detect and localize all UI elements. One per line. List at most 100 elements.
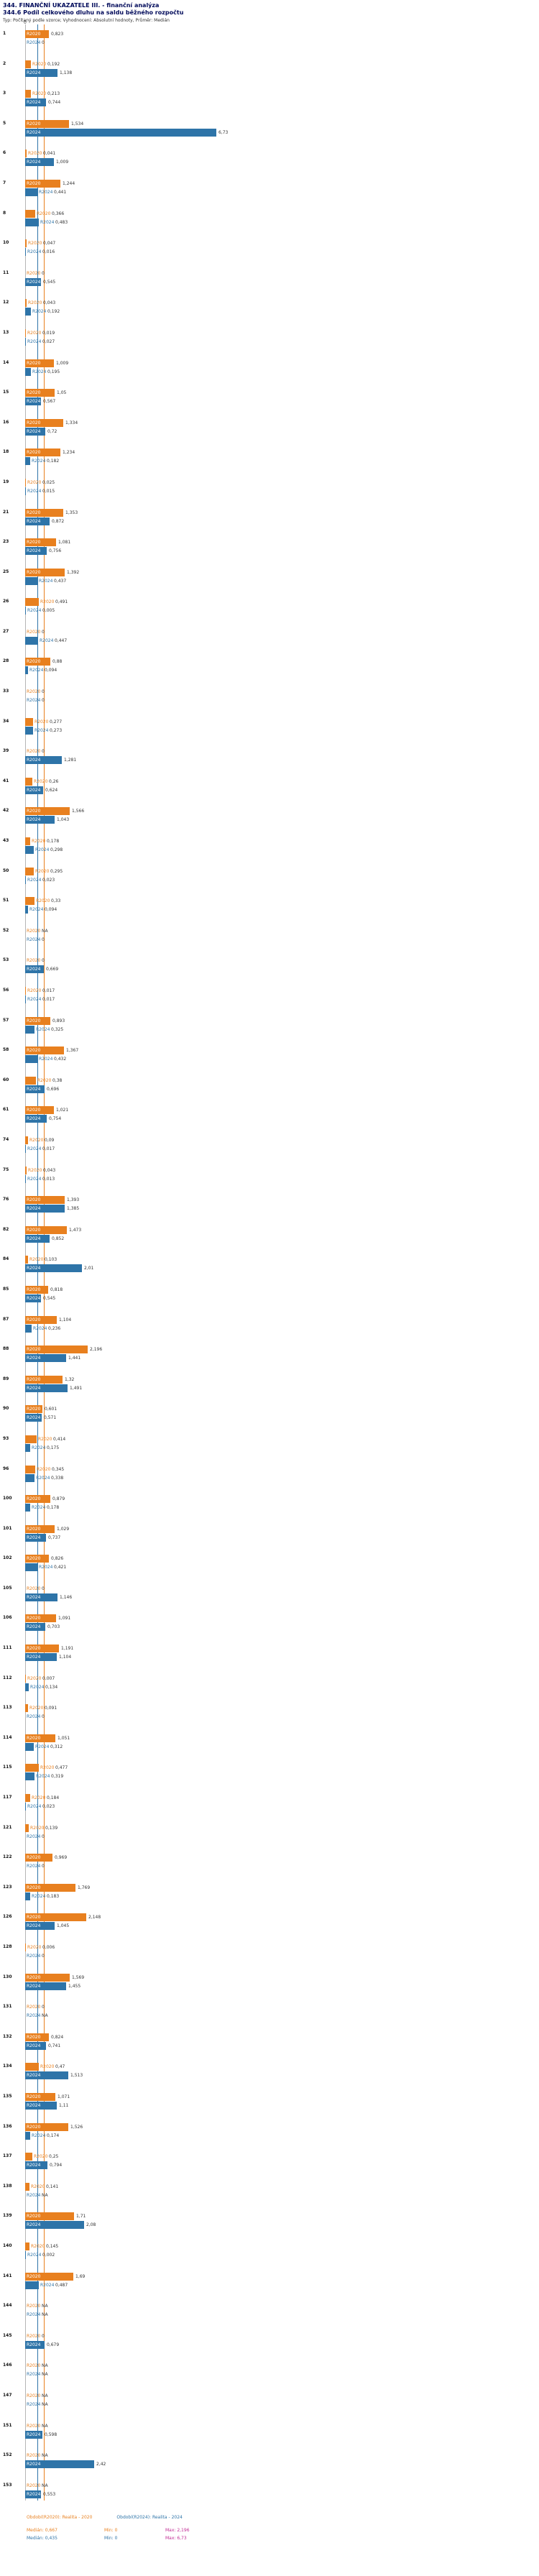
bar-value: 1,234 <box>63 450 75 456</box>
row-number: 39 <box>3 748 9 754</box>
series-label: R2020 <box>27 2483 41 2488</box>
bar-value: 0,007 <box>42 1675 55 1681</box>
series-label: R2020 <box>27 1227 41 1233</box>
r2024-bar <box>25 1144 26 1153</box>
r2020-bar <box>25 478 26 487</box>
series-label: R2020 <box>32 61 47 67</box>
bar-value: 0,295 <box>50 868 63 874</box>
bar-value: 1,566 <box>72 809 85 814</box>
row-number: 43 <box>3 838 9 844</box>
bar-value: 0,366 <box>52 211 65 216</box>
chart-row: 87 R2020 1,104 R2024 0,236 <box>0 1315 539 1333</box>
row-number: 85 <box>3 1286 9 1292</box>
series-label: R2020 <box>27 1735 41 1741</box>
row-number: 61 <box>3 1107 9 1113</box>
series-label: R2024 <box>27 428 41 434</box>
series-label: R2024 <box>27 997 42 1002</box>
bar-line-r2020: R2020 0,178 <box>25 837 539 846</box>
bar-value: 0,696 <box>47 1086 60 1092</box>
bar-value: 1,045 <box>57 1923 70 1929</box>
chart-row: 76 R2020 1,393 R2024 1,385 <box>0 1196 539 1213</box>
stat-min-r2024: Min: 0 <box>104 2536 118 2541</box>
bar-line-r2024: R2024 0 <box>25 696 539 705</box>
series-label: R2024 <box>40 2282 55 2288</box>
chart-row: 88 R2020 2,196 R2024 1,441 <box>0 1346 539 1363</box>
r2024-bar <box>25 128 216 137</box>
bar-value: 0,043 <box>43 1167 56 1173</box>
r2020-bar <box>25 867 34 875</box>
bar-line-r2024: R2024 0,437 <box>25 576 539 586</box>
bar-line-r2020: R2020 NA <box>25 2482 539 2490</box>
row-number: 42 <box>3 808 9 814</box>
series-label: R2024 <box>27 1834 41 1839</box>
r2024-bar <box>25 756 62 765</box>
chart-rows: 1 R2020 0,823 R2024 0 2 R2020 0,192 R2024 1,138 3 R… <box>0 30 539 2499</box>
stat-median-r2020: Medián: 0,667 <box>27 2528 57 2533</box>
r2020-bar <box>25 1495 50 1504</box>
series-label: R2020 <box>30 1825 45 1831</box>
bar-line-r2024: R2024 0,756 <box>25 547 539 556</box>
r2020-bar <box>25 1016 50 1025</box>
bar-value: 0,491 <box>55 599 68 605</box>
row-number: 100 <box>3 1496 12 1501</box>
bar-line-r2020: R2020 0,824 <box>25 2033 539 2042</box>
bar-value: 1,491 <box>70 1385 83 1391</box>
bar-line-r2020: R2020 1,71 <box>25 2212 539 2221</box>
bar-value: 0 <box>42 2005 45 2010</box>
r2020-bar <box>25 1196 65 1205</box>
chart-row: 93 R2020 0,414 R2024 0,175 <box>0 1435 539 1453</box>
bar-line-r2020: R2020 0,969 <box>25 1854 539 1862</box>
series-label: R2024 <box>32 1505 46 1511</box>
bar-line-r2024: R2024 0,598 <box>25 2430 539 2439</box>
series-label: R2020 <box>27 2124 41 2130</box>
bar-value: 1,091 <box>58 1616 71 1622</box>
bar-value: NA <box>42 2013 48 2019</box>
r2020-bar <box>25 209 35 218</box>
bar-line-r2024: R2024 1,441 <box>25 1354 539 1363</box>
r2020-bar <box>25 1346 88 1354</box>
bar-value: 0,041 <box>43 151 56 157</box>
chart-row: 34 R2020 0,277 R2024 0,273 <box>0 717 539 735</box>
row-number: 51 <box>3 898 9 903</box>
bar-value: 0,88 <box>52 659 63 665</box>
chart-row: 106 R2020 1,091 R2024 0,703 <box>0 1614 539 1632</box>
row-number: 21 <box>3 509 9 515</box>
bar-line-r2020: R2020 0,019 <box>25 328 539 338</box>
series-label: R2020 <box>27 2214 41 2220</box>
series-label: R2020 <box>40 1765 55 1771</box>
bar-value: 0,134 <box>45 1684 58 1690</box>
bar-line-r2020: R2020 1,051 <box>25 1734 539 1743</box>
series-label: R2024 <box>27 1086 41 1092</box>
series-label: R2020 <box>27 1646 41 1652</box>
bar-value: 1,367 <box>66 1048 79 1054</box>
r2024-bar <box>25 1772 34 1781</box>
series-label: R2024 <box>27 2432 41 2437</box>
series-label: R2020 <box>32 839 46 845</box>
r2020-bar <box>25 658 50 666</box>
bar-line-r2020: R2020 NA <box>25 2392 539 2401</box>
r2020-bar <box>25 1405 42 1414</box>
series-label: R2024 <box>32 309 47 315</box>
r2020-bar <box>25 1256 28 1264</box>
chart-row: 61 R2020 1,021 R2024 0,754 <box>0 1106 539 1123</box>
chart-row: 146 R2020 NA R2024 NA <box>0 2362 539 2379</box>
chart-row: 11 R2020 0 R2024 0,545 <box>0 270 539 287</box>
bar-value: NA <box>42 2304 48 2309</box>
series-label: R2024 <box>27 2192 41 2198</box>
chart-row: 145 R2020 0 R2024 0,679 <box>0 2332 539 2350</box>
chart-row: 52 R2020 NA R2024 0 <box>0 927 539 944</box>
chart-row: 18 R2020 1,234 R2024 0,182 <box>0 448 539 466</box>
bar-line-r2020: R2020 0,823 <box>25 30 539 39</box>
series-label: R2020 <box>27 2273 41 2279</box>
r2024-bar <box>25 277 41 286</box>
series-label: R2020 <box>27 629 41 635</box>
bar-value: 1,534 <box>71 121 84 126</box>
series-label: R2024 <box>27 100 41 106</box>
bar-line-r2024: R2024 NA <box>25 2401 539 2409</box>
chart-row: 85 R2020 0,818 R2024 0,545 <box>0 1285 539 1303</box>
bar-value: 0 <box>42 629 45 635</box>
series-label: R2020 <box>37 1077 52 1083</box>
bar-line-r2020: R2020 0 <box>25 628 539 637</box>
r2024-bar <box>25 68 57 77</box>
chart-row: 2 R2020 0,192 R2024 1,138 <box>0 60 539 78</box>
